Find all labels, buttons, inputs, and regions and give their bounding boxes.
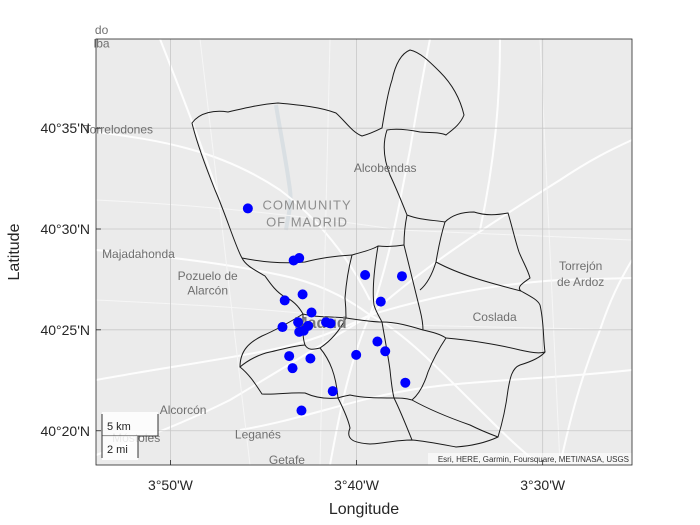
- data-points: [242, 203, 411, 416]
- x-tick-label: 3°30'W: [520, 477, 566, 493]
- data-point: [321, 317, 332, 328]
- x-axis-label: Longitude: [329, 501, 399, 518]
- place-label: Alcobendas: [354, 161, 417, 175]
- data-point: [294, 326, 305, 337]
- y-ticks: 40°20'N 40°25'N 40°30'N 40°35'N: [40, 120, 101, 439]
- y-tick-label: 40°20'N: [40, 423, 90, 439]
- scale-mi-label: 2 mi: [107, 444, 128, 456]
- place-label: Getafe: [269, 453, 305, 467]
- place-label: do: [95, 23, 109, 37]
- region-label: COMMUNITY: [262, 198, 351, 213]
- scale-bar: 5 km 2 mi: [101, 412, 159, 460]
- data-point: [400, 377, 411, 388]
- x-ticks: 3°50'W 3°40'W 3°30'W: [148, 460, 566, 493]
- region-labels: COMMUNITY OF MADRID: [262, 198, 351, 230]
- place-label: Majadahonda: [102, 247, 175, 261]
- data-point: [327, 386, 338, 397]
- data-point: [287, 363, 298, 374]
- place-labels: Torrelodones Alcobendas MajadahondaPozuelo…: [84, 23, 605, 467]
- place-label: Torrelodones: [84, 122, 153, 136]
- data-point: [380, 346, 391, 357]
- y-axis-label: Latitude: [6, 223, 23, 280]
- data-point: [306, 307, 317, 318]
- data-point: [396, 271, 407, 282]
- data-point: [293, 317, 304, 328]
- place-label: lba: [94, 36, 110, 50]
- place-label: Alarcón: [187, 283, 228, 297]
- axes-box: [95, 38, 633, 466]
- y-tick-label: 40°35'N: [40, 120, 90, 136]
- y-tick-label: 40°30'N: [40, 221, 90, 237]
- x-tick-label: 3°50'W: [148, 477, 194, 493]
- data-point: [277, 322, 288, 333]
- madrid-municipal-boundary: [191, 49, 546, 448]
- data-point: [296, 405, 307, 416]
- y-tick-label: 40°25'N: [40, 322, 90, 338]
- place-label: de Ardoz: [557, 275, 604, 289]
- place-label: Leganés: [235, 427, 281, 441]
- place-label: Pozuelo de: [178, 269, 238, 283]
- attribution: Esri, HERE, Garmin, Foursquare, METI/NAS…: [438, 455, 629, 464]
- region-label: OF MADRID: [266, 215, 348, 230]
- data-point: [372, 336, 383, 347]
- data-point: [279, 295, 290, 306]
- place-label: Coslada: [473, 310, 517, 324]
- place-label: Torrejón: [559, 259, 602, 273]
- x-tick-label: 3°40'W: [334, 477, 380, 493]
- data-point: [360, 269, 371, 280]
- place-label: Alcorcón: [160, 403, 207, 417]
- data-point: [305, 353, 316, 364]
- map-grid: [96, 39, 632, 465]
- data-point: [297, 289, 308, 300]
- data-point: [375, 296, 386, 307]
- data-point: [284, 351, 295, 362]
- data-point: [294, 253, 305, 264]
- data-point: [242, 203, 253, 214]
- scale-km-label: 5 km: [107, 421, 131, 433]
- data-point: [351, 349, 362, 360]
